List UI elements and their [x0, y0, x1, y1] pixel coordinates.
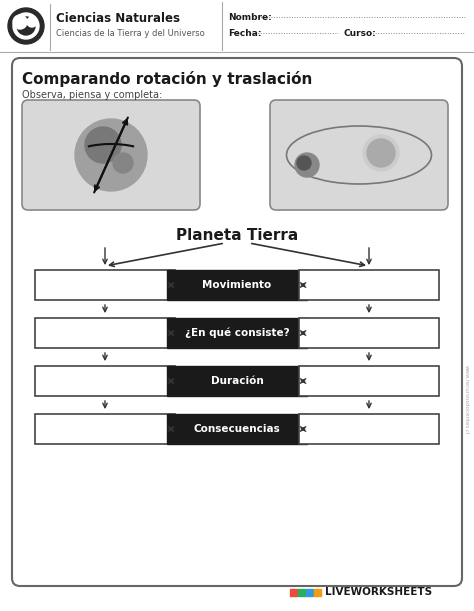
- Circle shape: [17, 17, 35, 35]
- Bar: [35, 270, 175, 300]
- Text: ¿En qué consiste?: ¿En qué consiste?: [185, 327, 289, 338]
- Circle shape: [13, 15, 27, 29]
- Circle shape: [75, 119, 147, 191]
- Text: Movimiento: Movimiento: [202, 280, 272, 290]
- Text: Nombre:: Nombre:: [228, 12, 272, 21]
- Bar: [306, 588, 313, 596]
- Text: Ciencias Naturales: Ciencias Naturales: [56, 12, 180, 26]
- Bar: [35, 318, 175, 348]
- Bar: [167, 318, 307, 348]
- Circle shape: [295, 153, 319, 177]
- FancyBboxPatch shape: [22, 100, 200, 210]
- Bar: [167, 366, 307, 396]
- Bar: [290, 588, 297, 596]
- Text: Observa, piensa y completa:: Observa, piensa y completa:: [22, 90, 162, 100]
- Text: Duración: Duración: [210, 376, 264, 386]
- Bar: [167, 414, 307, 444]
- Text: LIVEWORKSHEETS: LIVEWORKSHEETS: [325, 587, 432, 597]
- Bar: [299, 270, 439, 300]
- Bar: [314, 588, 321, 596]
- Text: www.recursosdocentes.cl: www.recursosdocentes.cl: [464, 365, 468, 435]
- FancyBboxPatch shape: [270, 100, 448, 210]
- Circle shape: [367, 139, 395, 167]
- Text: Ciencias de la Tierra y del Universo: Ciencias de la Tierra y del Universo: [56, 29, 205, 38]
- Bar: [299, 366, 439, 396]
- Bar: [35, 414, 175, 444]
- Text: Consecuencias: Consecuencias: [193, 424, 281, 434]
- Circle shape: [297, 156, 311, 170]
- Circle shape: [27, 17, 37, 27]
- Circle shape: [8, 8, 44, 44]
- Circle shape: [85, 127, 121, 163]
- Circle shape: [113, 153, 133, 173]
- Bar: [298, 588, 305, 596]
- Circle shape: [363, 135, 399, 171]
- Circle shape: [13, 13, 39, 39]
- Text: Planeta Tierra: Planeta Tierra: [176, 227, 298, 243]
- Bar: [299, 414, 439, 444]
- Text: Fecha:: Fecha:: [228, 29, 262, 37]
- FancyBboxPatch shape: [12, 58, 462, 586]
- Bar: [35, 366, 175, 396]
- Text: Curso:: Curso:: [344, 29, 377, 37]
- Text: Comparando rotación y traslación: Comparando rotación y traslación: [22, 71, 312, 87]
- Bar: [299, 318, 439, 348]
- Bar: [167, 270, 307, 300]
